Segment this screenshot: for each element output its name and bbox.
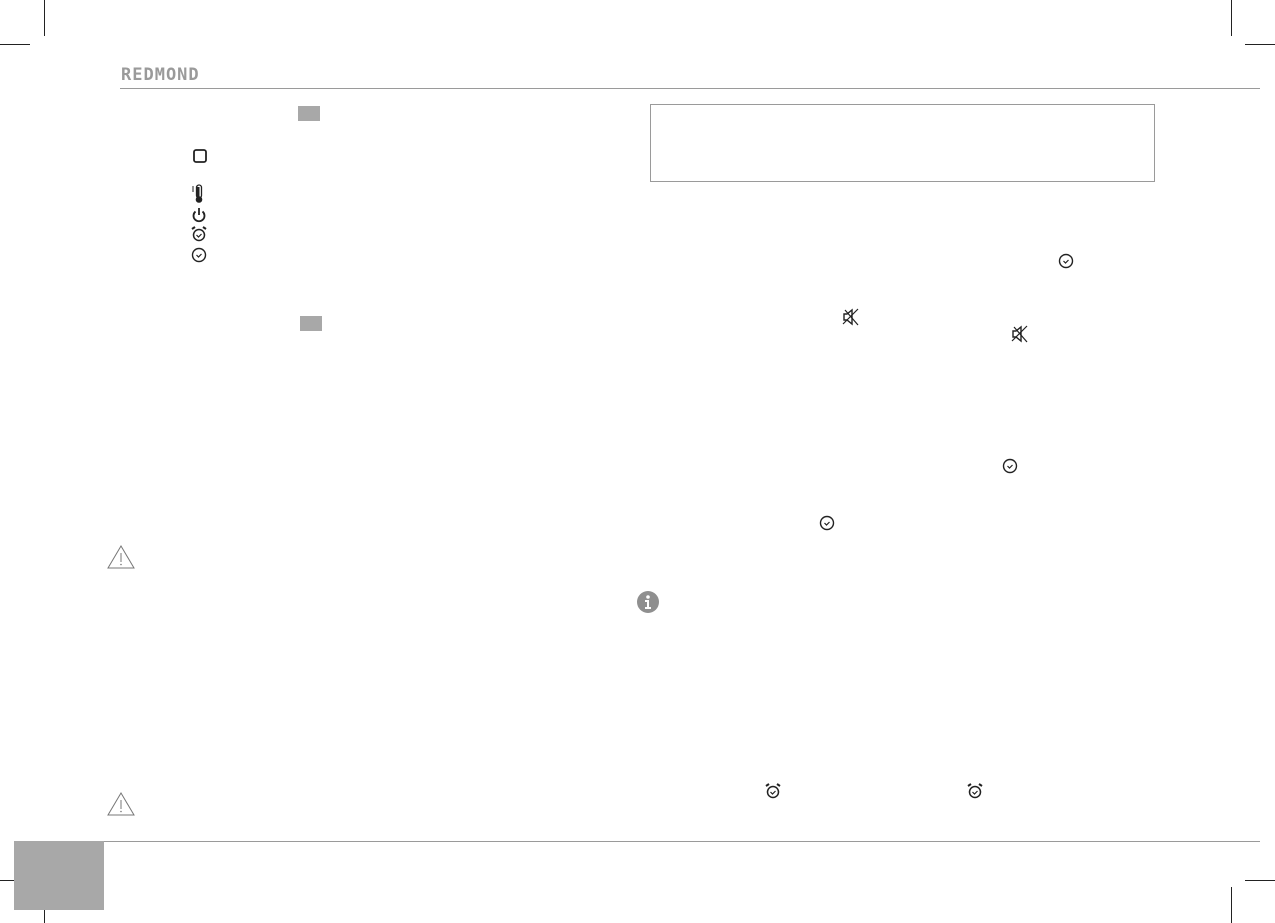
crop-mark [1245,880,1275,881]
crop-mark [1231,887,1232,923]
alarm-clock-icon [765,783,781,799]
clock-icon [1058,253,1074,269]
clock-icon [191,247,207,263]
clock-icon [1002,458,1018,474]
alarm-clock-icon [191,226,207,242]
brand-logo: REDMOND [121,65,200,85]
thermometer-icon [192,184,203,203]
header-rule [120,88,1260,89]
warning-triangle-icon [107,545,135,569]
crop-mark [1245,44,1275,45]
footer-rule [104,841,1260,842]
alarm-clock-icon [967,783,983,799]
page-number-block [14,841,104,910]
section-marker [298,106,320,121]
mute-icon [842,308,859,326]
crop-mark [44,0,45,36]
note-box [650,104,1155,182]
mute-icon [1011,325,1028,343]
power-icon [192,208,206,223]
clock-icon [819,515,835,531]
warning-triangle-icon [107,792,135,816]
stop-square-icon [193,149,207,163]
crop-mark [1231,0,1232,36]
section-marker [300,316,322,331]
crop-mark [0,44,30,45]
info-icon [637,591,659,613]
